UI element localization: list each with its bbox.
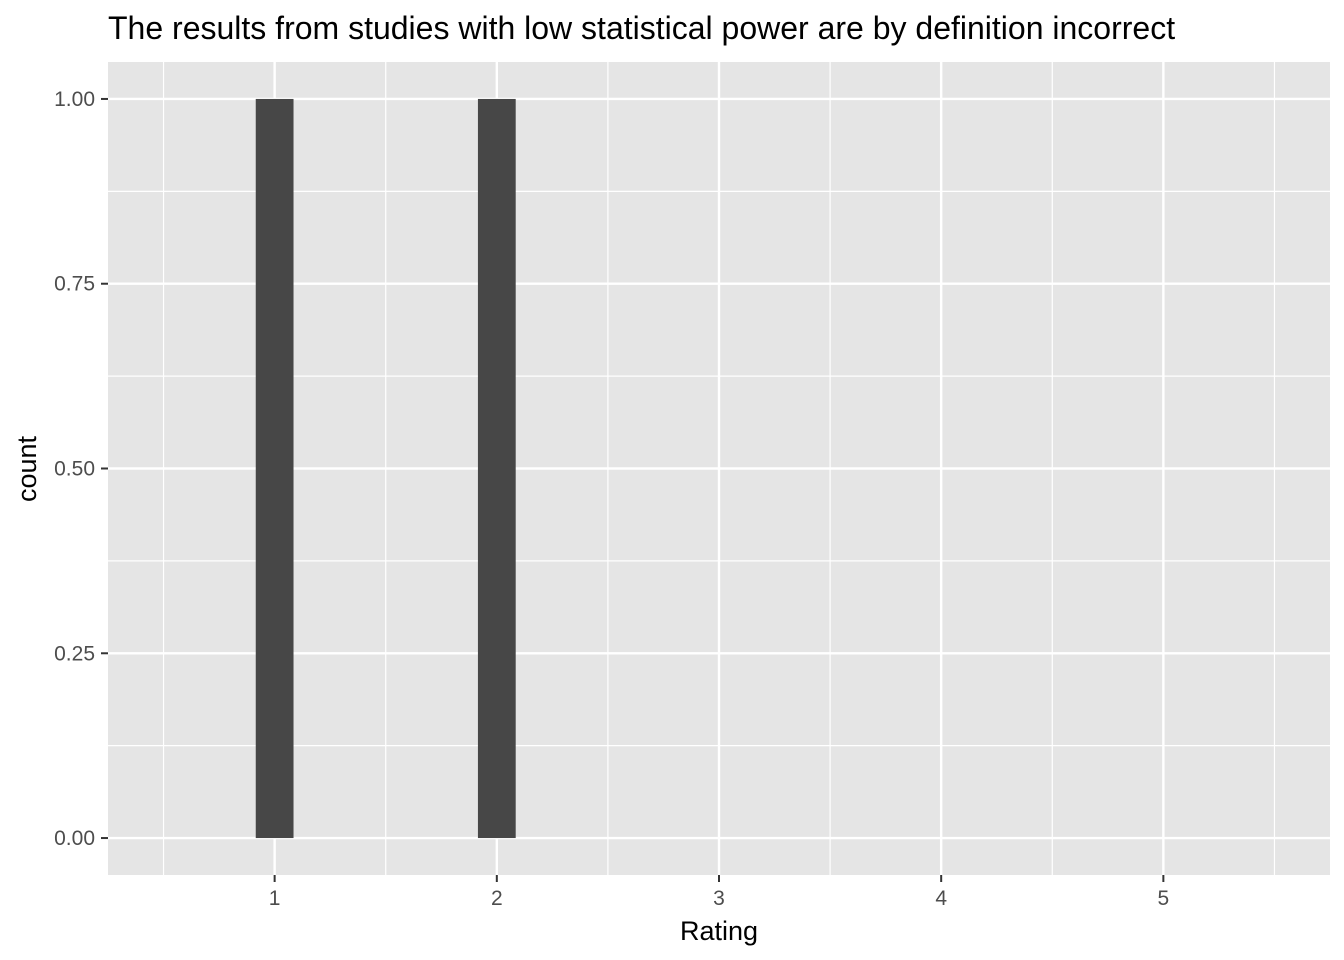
y-tick-label: 0.75 bbox=[54, 273, 95, 296]
y-axis-title: count bbox=[12, 435, 42, 502]
bar bbox=[477, 98, 516, 839]
bars bbox=[255, 98, 516, 839]
x-tick-label: 4 bbox=[935, 887, 947, 910]
y-tick-label: 0.25 bbox=[54, 642, 95, 665]
y-tick-label: 1.00 bbox=[54, 88, 95, 111]
chart-title: The results from studies with low statis… bbox=[108, 10, 1175, 46]
x-axis: 1 2 3 4 5 bbox=[269, 875, 1169, 910]
x-tick-label: 3 bbox=[713, 887, 725, 910]
x-tick-label: 2 bbox=[491, 887, 503, 910]
x-tick-label: 1 bbox=[269, 887, 281, 910]
x-tick-label: 5 bbox=[1158, 887, 1170, 910]
y-axis: 0.00 0.25 0.50 0.75 1.00 bbox=[54, 88, 108, 850]
bar bbox=[255, 98, 294, 839]
x-axis-title: Rating bbox=[680, 916, 758, 946]
y-tick-label: 0.50 bbox=[54, 458, 95, 481]
y-tick-label: 0.00 bbox=[54, 827, 95, 850]
